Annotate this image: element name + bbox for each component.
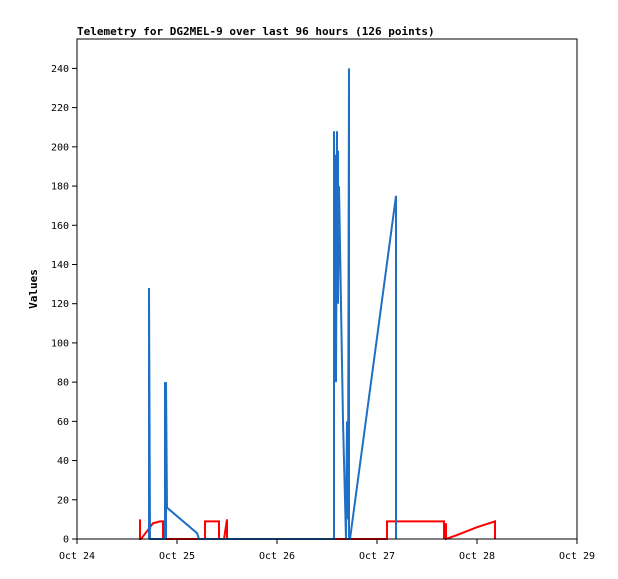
x-tick-label: Oct 27 [359, 551, 395, 562]
x-tick-label: Oct 24 [59, 551, 95, 562]
y-tick-label: 60 [57, 417, 69, 428]
y-tick-label: 120 [51, 299, 69, 310]
y-tick-label: 140 [51, 260, 69, 271]
x-axis: Oct 24 Oct 25 Oct 26 Oct 27 Oct 28 Oct 29 [59, 539, 595, 562]
chart-title: Telemetry for DG2MEL-9 over last 96 hour… [77, 25, 435, 38]
x-tick-label: Oct 29 [559, 551, 595, 562]
y-axis-label: Values [27, 269, 40, 309]
x-tick-label: Oct 26 [259, 551, 295, 562]
plot-series [139, 68, 496, 541]
series-line-2 [148, 68, 397, 540]
y-tick-label: 200 [51, 142, 69, 153]
y-tick-label: 80 [57, 378, 69, 389]
y-tick-label: 160 [51, 221, 69, 232]
y-tick-label: 40 [57, 456, 69, 467]
y-tick-label: 100 [51, 338, 69, 349]
y-tick-label: 0 [63, 535, 69, 546]
plot-frame [76, 38, 578, 540]
y-tick-label: 20 [57, 495, 69, 506]
x-tick-label: Oct 28 [459, 551, 495, 562]
y-tick-label: 240 [51, 64, 69, 75]
series-line-1 [139, 519, 496, 541]
y-tick-label: 220 [51, 103, 69, 114]
x-tick-label: Oct 25 [159, 551, 195, 562]
y-axis: 0 20 40 60 80 100 120 140 160 180 200 220 240 [51, 64, 77, 546]
y-tick-label: 180 [51, 182, 69, 193]
